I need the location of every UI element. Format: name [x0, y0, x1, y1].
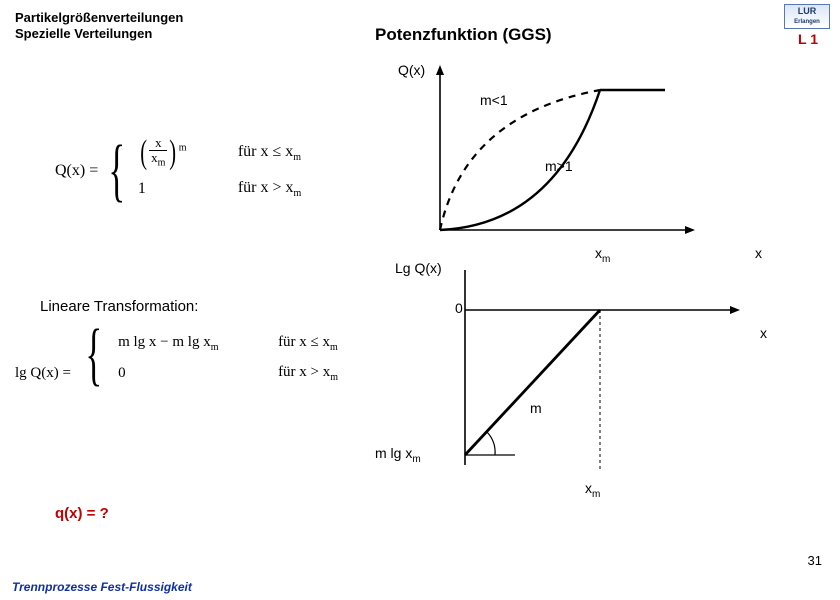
chart1-x-label: x: [755, 245, 762, 261]
chart1-annot-m-lt-1: m<1: [480, 92, 508, 108]
logo-line2: Erlangen: [785, 17, 829, 28]
logo-line1: LUR: [785, 6, 829, 17]
chart1-y-label: Q(x): [398, 62, 425, 78]
formula2-case2-cond: für x > xm: [278, 364, 338, 383]
formula1-lhs: Q(x) =: [55, 162, 98, 180]
formula1-case1-expr: (xxm)m: [138, 136, 218, 171]
header-block: Partikelgrößenverteilungen Spezielle Ver…: [15, 10, 183, 43]
lg-q-label: Lg Q(x): [395, 260, 442, 276]
chart1-annot-m-gt-1: m>1: [545, 158, 573, 174]
chart2-svg: [440, 270, 740, 470]
linear-transformation-heading: Lineare Transformation:: [40, 298, 198, 315]
formula2-case1-expr: m lg x − m lg xm: [118, 334, 258, 353]
chart1-svg: [435, 65, 695, 235]
page-number: 31: [808, 553, 822, 568]
footer-text: Trennprozesse Fest-Flussigkeit: [12, 580, 192, 594]
chart2-m-label: m: [530, 400, 542, 416]
chart2-xm-label: xm: [585, 480, 600, 500]
q-density-question: q(x) = ?: [55, 505, 109, 522]
header-line2: Spezielle Verteilungen: [15, 26, 183, 42]
logo-block: LUR Erlangen L 1: [784, 4, 832, 47]
brace-icon-2: {: [85, 325, 102, 385]
chart2-x-label: x: [760, 325, 767, 341]
chart2-zero: 0: [455, 300, 463, 316]
brace-icon: {: [109, 141, 126, 201]
logo-tag: L 1: [784, 31, 832, 47]
logo-box: LUR Erlangen: [784, 4, 830, 29]
formula2-case1-cond: für x ≤ xm: [278, 334, 338, 353]
formula-qx: Q(x) = { (xxm)m für x ≤ xm 1 für x > xm: [55, 135, 365, 207]
chart2-y-intercept: m lg xm: [375, 445, 421, 465]
chart1-xm-sub: m: [602, 254, 610, 265]
formula2-case2-expr: 0: [118, 365, 258, 382]
formula1-case1-cond: für x ≤ xm: [238, 143, 301, 163]
page-title: Potenzfunktion (GGS): [375, 25, 552, 45]
header-line1: Partikelgrößenverteilungen: [15, 10, 183, 26]
chart1-xm-text: x: [595, 245, 602, 261]
formula-lgqx: lg Q(x) = { m lg x − m lg xm für x ≤ xm …: [15, 325, 395, 389]
formula1-case2-cond: für x > xm: [238, 179, 301, 199]
formula2-lhs: lg Q(x) =: [15, 365, 71, 381]
chart1-xm-label: xm: [595, 245, 610, 265]
formula1-case2-expr: 1: [138, 180, 218, 198]
